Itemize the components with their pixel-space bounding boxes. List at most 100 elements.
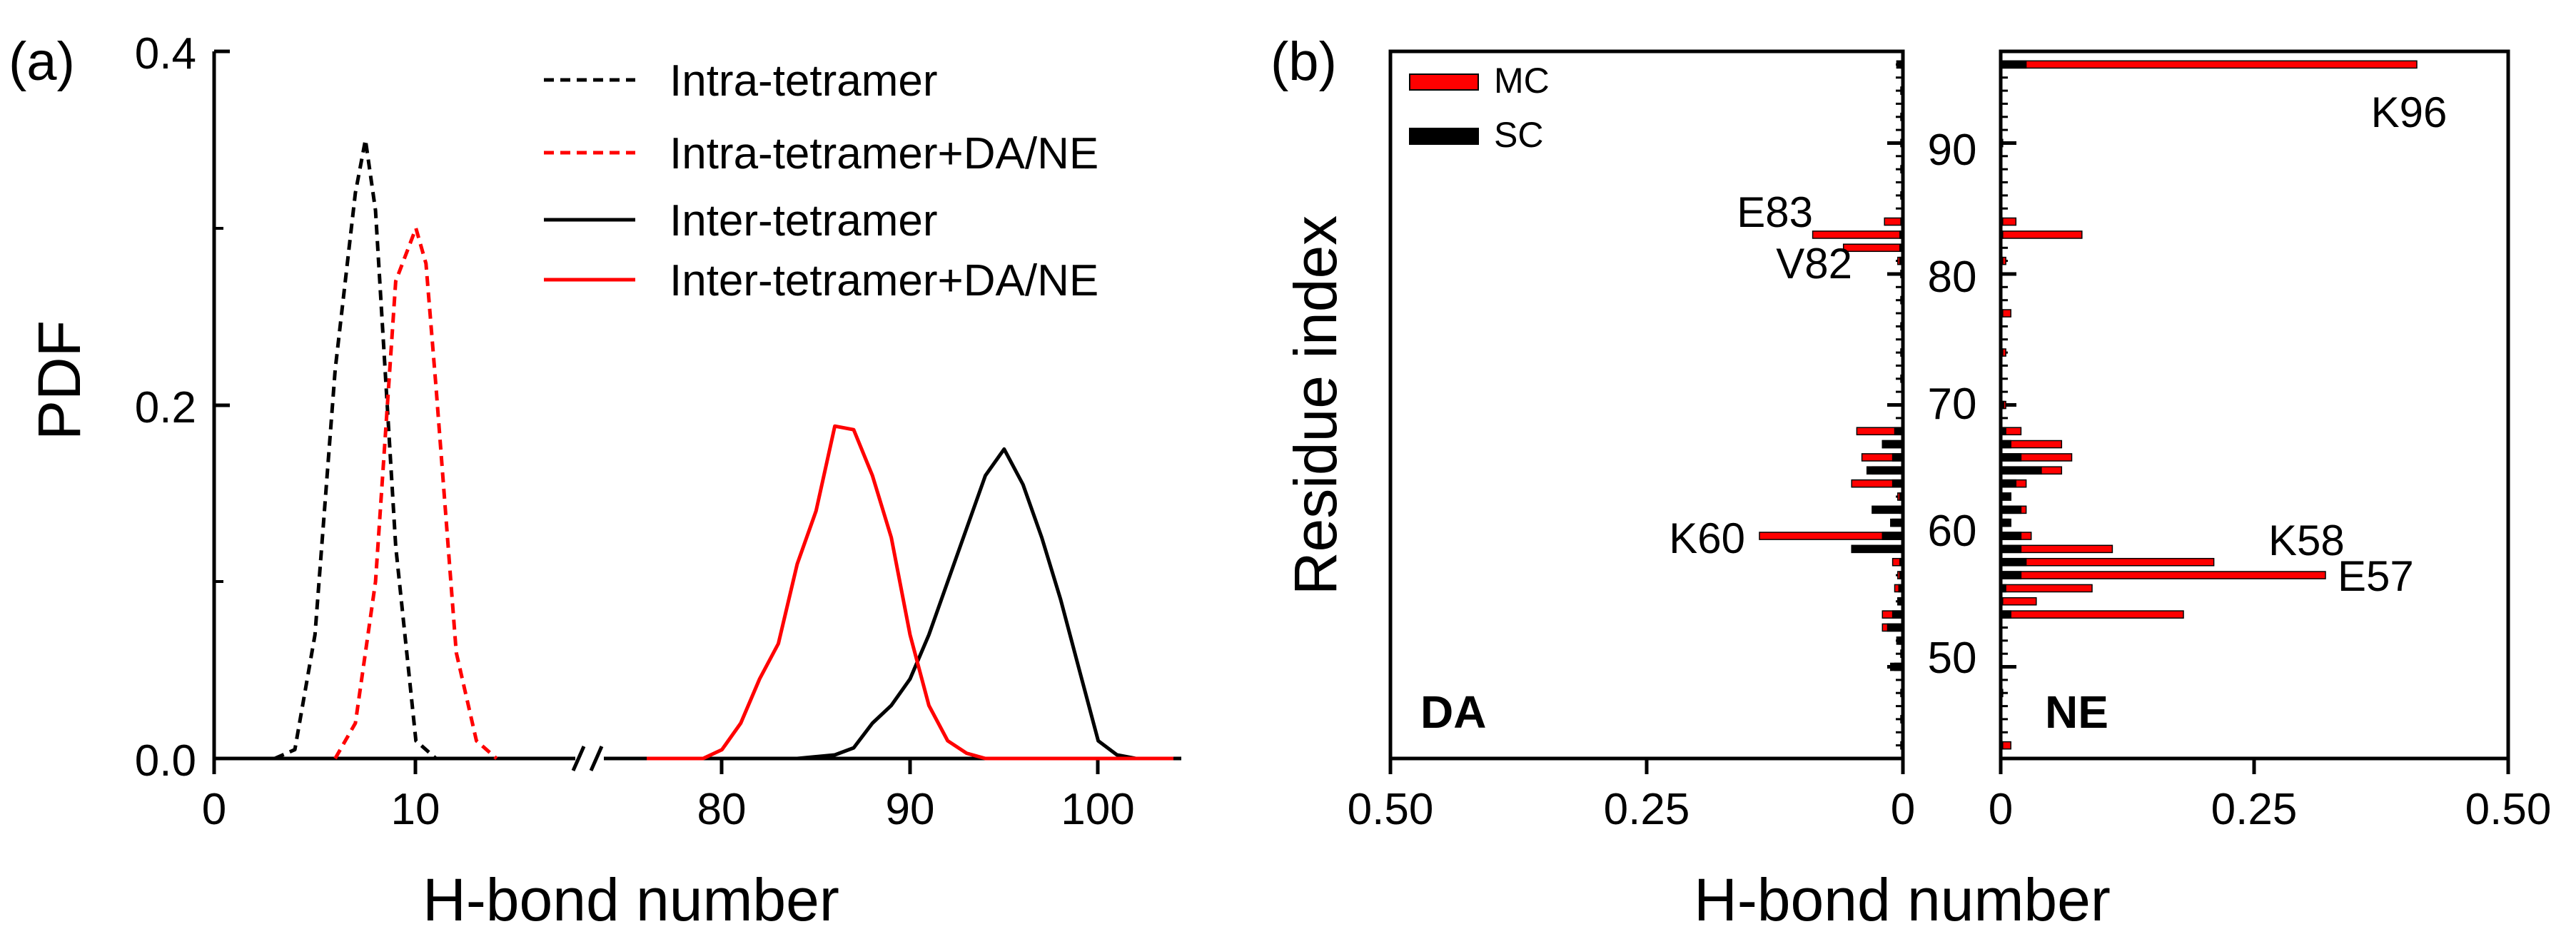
bar-ne-sc-70 [2000, 400, 2005, 410]
panel-a-label: (a) [9, 31, 75, 92]
series-line-inter-tetramer [647, 447, 1173, 761]
annotation-v82: V82 [1776, 240, 1852, 288]
series-line-inter-tetramer-da-ne [647, 424, 1173, 761]
bar-ne-mc-55 [2000, 597, 2037, 606]
panel-a: (a) PDF H-bond number 0.0 0.2 0.4 0 10 8… [9, 29, 1181, 933]
bar-da-sc-86 [1900, 191, 1904, 200]
bar-da-sc-62 [1872, 505, 1904, 514]
bar-da-sc-92 [1900, 112, 1904, 121]
bar-da-sc-81 [1899, 256, 1904, 265]
panel-a-axis-break-2 [589, 745, 604, 772]
bar-ne-sc-77 [2000, 309, 2004, 318]
bar-da-sc-94 [1900, 86, 1904, 95]
bar-ne-sc-83 [2000, 230, 2004, 239]
bar-da-sc-55 [1898, 597, 1904, 606]
bar-da-mc-82 [1842, 243, 1904, 253]
legend-label-intra-tetramer: Intra-tetramer [670, 56, 938, 106]
panel-a-xtick-label-1: 10 [391, 785, 440, 834]
bar-ne-sc-67 [2000, 440, 2011, 449]
bar-da-sc-59 [1851, 544, 1904, 554]
bar-ne-sc-63 [2000, 492, 2011, 501]
panel-a-ytick-label-0: 0.0 [135, 736, 196, 786]
panel-a-ylabel: PDF [26, 320, 93, 440]
bar-da-sc-57 [1899, 571, 1904, 579]
panel-a-legend: Intra-tetramer Intra-tetramer+DA/NE Inte… [544, 56, 1098, 305]
bar-da-sc-52 [1896, 636, 1904, 645]
panel-a-ytick-label-1: 0.2 [135, 383, 196, 432]
legend-label-inter-tetramer-da-ne: Inter-tetramer+DA/NE [670, 256, 1098, 305]
bar-da-sc-54 [1891, 610, 1904, 619]
panel-b-ne-bars [2000, 60, 2418, 750]
bar-da-sc-88 [1900, 165, 1904, 173]
bar-da-sc-58 [1899, 557, 1904, 567]
bar-da-sc-46 [1900, 715, 1904, 724]
annotation-k96: K96 [2371, 88, 2448, 136]
panel-b-da-label: DA [1420, 686, 1486, 738]
panel-b-ne-xtick-label-1: 0.25 [2211, 785, 2298, 834]
bar-ne-sc-60 [2000, 532, 2022, 540]
panel-b-legend: MC SC [1409, 61, 1550, 155]
series-line-intra-tetramer-da-ne [333, 226, 498, 760]
panel-b-xlabel: H-bond number [1694, 866, 2111, 933]
bar-ne-sc-62 [2000, 505, 2022, 514]
bar-ne-sc-55 [2000, 597, 2004, 606]
bar-ne-sc-64 [2000, 479, 2017, 488]
bar-ne-mc-56 [2000, 584, 2093, 593]
panel-b-da-xtick-label-0: 0.50 [1348, 785, 1434, 834]
panel-b-ytick-label-90: 90 [1928, 126, 1977, 175]
panel-b-da-xtick-label-1: 0.25 [1604, 785, 1690, 834]
panel-b-ne-frame [1999, 49, 2510, 761]
annotation-e83: E83 [1737, 188, 1813, 236]
bar-ne-sc-84 [2000, 217, 2004, 226]
bar-ne-sc-66 [2000, 453, 2022, 462]
panel-b-da-bars [1759, 60, 1904, 750]
bar-da-sc-90 [1900, 138, 1904, 148]
bar-da-sc-48 [1900, 689, 1904, 698]
bar-da-sc-56 [1898, 584, 1904, 593]
bar-da-sc-76 [1900, 322, 1904, 331]
panel-a-xtick-label-4: 100 [1061, 785, 1134, 834]
bar-da-sc-65 [1866, 466, 1904, 475]
bar-ne-sc-56 [2000, 584, 2006, 593]
legend-label-mc: MC [1494, 61, 1550, 101]
bar-ne-mc-83 [2000, 230, 2083, 239]
bar-ne-mc-57 [2000, 571, 2326, 579]
bar-da-sc-50 [1890, 662, 1904, 671]
bar-da-sc-67 [1882, 440, 1904, 449]
panel-a-ytick-label-2: 0.4 [135, 29, 196, 78]
panel-a-xlabel: H-bond number [423, 866, 839, 933]
bar-ne-sc-54 [2000, 610, 2011, 619]
bar-da-mc-83 [1812, 230, 1904, 239]
bar-ne-mc-58 [2000, 557, 2215, 567]
annotation-k58: K58 [2268, 517, 2345, 564]
panel-b-ne-xtick-label-0: 0 [1989, 785, 2013, 834]
panel-a-xtick-label-2: 80 [697, 785, 747, 834]
legend-swatch-sc [1409, 128, 1479, 145]
bar-ne-sc-90 [2000, 138, 2004, 148]
bar-da-sc-64 [1891, 479, 1904, 488]
bar-da-sc-72 [1900, 374, 1904, 383]
bar-da-sc-44 [1900, 741, 1904, 750]
bar-ne-mc-96 [2000, 60, 2418, 69]
bar-ne-sc-57 [2000, 571, 2022, 579]
bar-da-sc-60 [1882, 532, 1904, 540]
panel-b-ytick-label-50: 50 [1928, 634, 1977, 683]
annotation-e57: E57 [2338, 552, 2414, 600]
panel-b-da-frame [1388, 49, 1905, 761]
series-line-intra-tetramer [273, 138, 438, 761]
bar-da-sc-83 [1899, 230, 1904, 239]
bar-da-sc-80 [1900, 270, 1904, 278]
bar-da-sc-63 [1899, 492, 1904, 501]
bar-da-mc-60 [1759, 532, 1904, 540]
panel-b: (b) Residue index H-bond number 50 60 70… [1271, 31, 2551, 933]
bar-da-sc-74 [1900, 348, 1904, 357]
legend-label-intra-tetramer-da-ne: Intra-tetramer+DA/NE [670, 129, 1098, 178]
bar-da-sc-66 [1891, 453, 1904, 462]
annotation-k60: K60 [1669, 514, 1745, 562]
bar-ne-mc-54 [2000, 610, 2184, 619]
panel-b-ytick-label-80: 80 [1928, 253, 1977, 302]
panel-a-axis-break-1 [571, 745, 586, 772]
bar-da-sc-82 [1899, 243, 1904, 253]
bar-da-sc-96 [1896, 60, 1904, 69]
panel-a-series-layer [273, 138, 1173, 761]
